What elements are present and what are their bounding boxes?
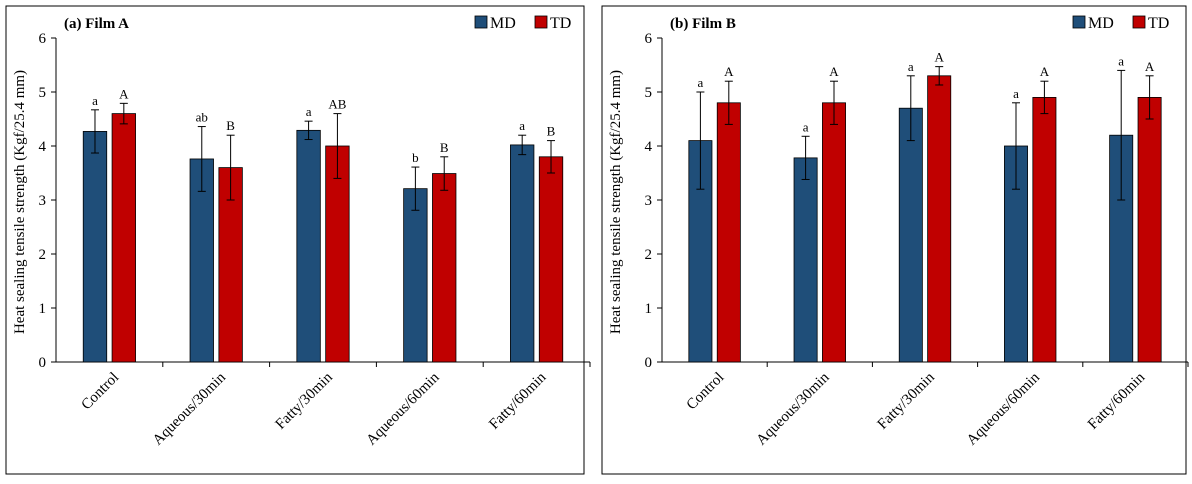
y-tick-label: 6 [39,31,47,47]
y-tick-label: 2 [39,247,47,263]
category-label: Control [684,370,728,414]
significance-label: A [935,50,945,65]
category-label: Fatty/60min [1085,369,1149,433]
panel-title: (b) Film B [670,16,736,32]
category-label: Fatty/60min [486,369,550,433]
legend: MD TD [474,15,571,32]
significance-label: a [908,59,914,74]
bar-td [1137,97,1162,363]
bar-td [927,75,952,363]
significance-label: AB [328,97,346,112]
legend-label-md: MD [1088,15,1114,32]
bar-md [793,157,818,363]
bar-td [432,173,457,363]
panel-border [5,5,585,475]
y-tick-label: 2 [645,247,653,263]
chart-panel-a: 0 1 2 3 4 5 6 Heat sealing tensile strength (Kg… [5,5,591,475]
category-label: Aqueous/60min [364,369,443,448]
bar-td [822,102,846,363]
y-tick-label: 5 [645,85,653,101]
legend-label-td: TD [1148,15,1169,32]
y-tick-label: 3 [645,193,653,209]
significance-label: A [1040,64,1050,79]
significance-label: B [547,124,556,139]
category-label: Aqueous/30min [754,369,833,448]
legend-swatch-md [1072,15,1086,29]
significance-label: A [724,64,734,79]
legend-label-md: MD [490,15,516,32]
significance-label: A [829,64,839,79]
significance-label: a [306,104,312,119]
significance-label: a [92,93,98,108]
bar-td [111,113,136,363]
bar-md [510,144,535,363]
y-axis-label: Heat sealing tensile strength (Kgf/25.4 … [12,70,28,334]
y-tick-label: 5 [39,85,47,101]
y-axis-label: Heat sealing tensile strength (Kgf/25.4 … [608,70,624,334]
significance-label: a [1118,53,1124,68]
significance-label: B [440,140,449,155]
bar-td [1032,97,1057,363]
bar-md [403,188,428,363]
chart-panel-b: 0 1 2 3 4 5 6 Heat sealing tensile strength (Kg… [601,5,1189,475]
significance-label: A [119,86,129,101]
category-label: Aqueous/60min [964,369,1043,448]
significance-label: a [519,118,525,133]
y-tick-label: 3 [39,193,47,209]
y-tick-label: 1 [645,301,653,317]
panel-title: (a) Film A [64,16,129,32]
y-tick-label: 4 [645,139,653,155]
significance-label: A [1145,59,1155,74]
bar-md [82,131,108,363]
panel-border [601,5,1187,475]
y-tick-label: 6 [645,31,653,47]
legend-swatch-td [534,15,548,29]
significance-label: a [1013,86,1019,101]
legend: MD TD [1072,15,1169,32]
legend-swatch-md [474,15,488,29]
legend-label-td: TD [550,15,571,32]
category-label: Fatty/30min [273,369,337,433]
y-tick-label: 0 [39,355,47,371]
y-tick-label: 1 [39,301,47,317]
category-label: Aqueous/30min [150,369,229,448]
y-tick-label: 0 [645,355,653,371]
category-label: Fatty/30min [875,369,939,433]
significance-label: a [698,75,704,90]
significance-label: B [226,118,235,133]
category-label: Control [78,370,122,414]
significance-label: ab [196,110,208,125]
significance-label: b [412,150,419,165]
bar-md [898,107,923,363]
legend-swatch-td [1132,15,1146,29]
bar-md [296,129,321,363]
bar-td [716,102,741,363]
significance-label: a [803,119,809,134]
y-tick-label: 4 [39,139,47,155]
bar-td [538,156,564,363]
